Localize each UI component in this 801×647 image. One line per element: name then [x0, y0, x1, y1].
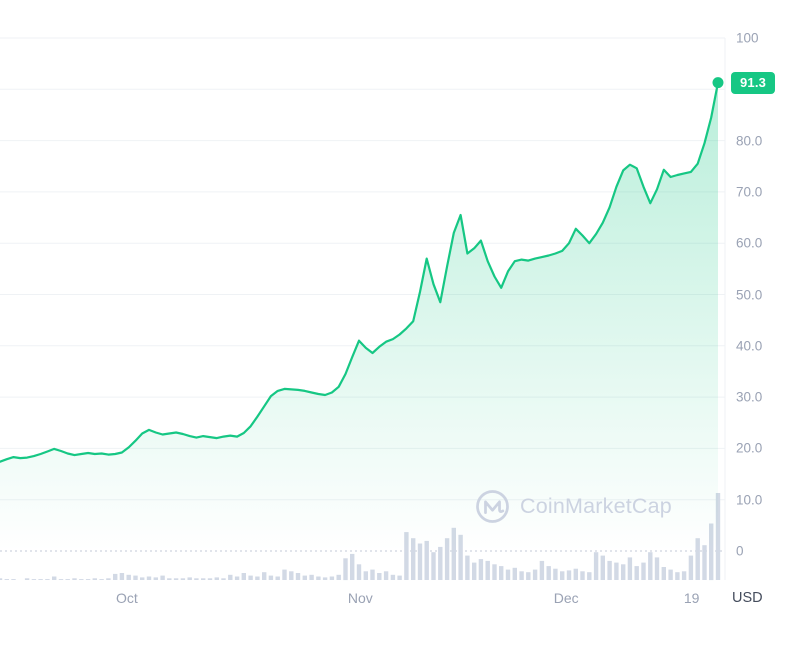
current-price-badge: 91.3 [731, 71, 776, 94]
coinmarketcap-logo-icon [476, 490, 509, 523]
watermark-text: CoinMarketCap [520, 493, 672, 518]
coinmarketcap-watermark: CoinMarketCap [474, 488, 672, 525]
current-price-marker [712, 77, 724, 89]
price-line [0, 81, 720, 463]
currency-label: USD [732, 590, 763, 606]
price-area [0, 82, 718, 551]
